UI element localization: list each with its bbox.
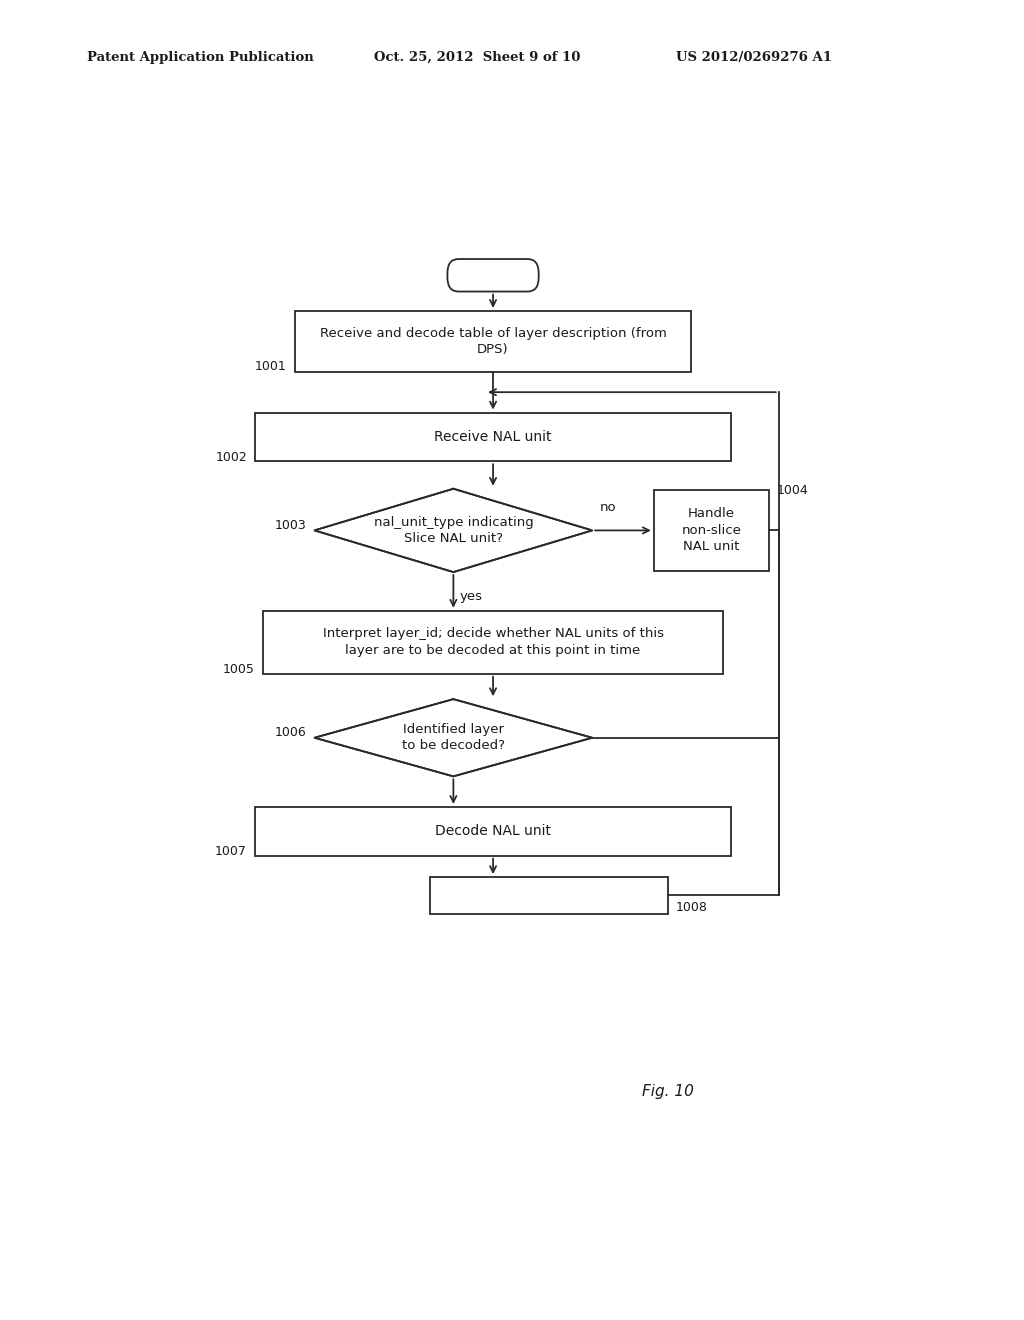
Bar [263,611,723,673]
Text: Handle
non-slice
NAL unit: Handle non-slice NAL unit [681,507,741,553]
Text: 1004: 1004 [777,483,809,496]
Text: 1007: 1007 [215,845,247,858]
Text: 1003: 1003 [274,519,306,532]
Text: Oct. 25, 2012  Sheet 9 of 10: Oct. 25, 2012 Sheet 9 of 10 [374,50,581,63]
Text: yes: yes [460,590,482,603]
Text: 1001: 1001 [255,360,287,374]
Bar [653,490,769,572]
Text: 1002: 1002 [215,450,247,463]
Text: US 2012/0269276 A1: US 2012/0269276 A1 [676,50,831,63]
Polygon shape [314,488,592,572]
Text: Interpret layer_id; decide whether NAL units of this
layer are to be decoded at : Interpret layer_id; decide whether NAL u… [323,627,664,657]
Text: 1006: 1006 [274,726,306,739]
Bar [255,413,731,461]
FancyBboxPatch shape [447,259,539,292]
Text: Decode NAL unit: Decode NAL unit [435,824,551,838]
Text: Identified layer
to be decoded?: Identified layer to be decoded? [401,723,505,752]
Polygon shape [314,700,592,776]
Text: no: no [600,502,616,515]
Text: Fig. 10: Fig. 10 [642,1084,693,1100]
Bar [255,807,731,855]
Text: Receive NAL unit: Receive NAL unit [434,430,552,444]
Text: Receive and decode table of layer description (from
DPS): Receive and decode table of layer descri… [319,326,667,356]
Text: Patent Application Publication: Patent Application Publication [87,50,313,63]
Text: nal_unit_type indicating
Slice NAL unit?: nal_unit_type indicating Slice NAL unit? [374,516,534,545]
Bar [430,876,668,913]
Bar [295,312,691,372]
Text: 1005: 1005 [223,663,255,676]
Text: 1008: 1008 [676,900,708,913]
